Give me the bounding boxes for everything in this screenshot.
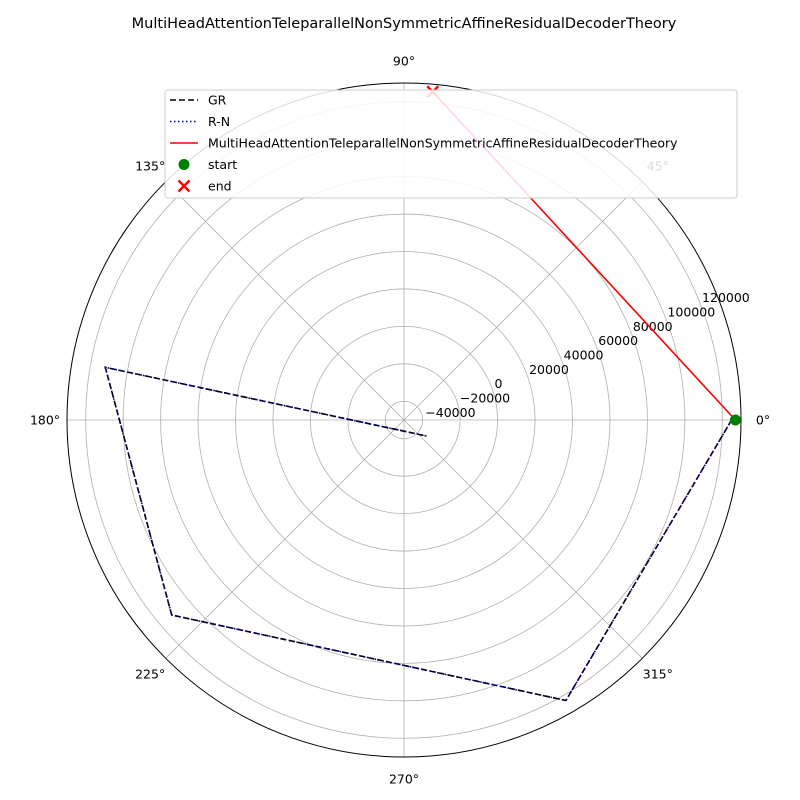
chart-title: MultiHeadAttentionTeleparallelNonSymmetr… <box>132 16 677 32</box>
series-line-gr <box>104 366 733 702</box>
legend: GR R-N MultiHeadAttentionTeleparallelNonSy… <box>164 89 738 199</box>
legend-box <box>164 89 738 199</box>
radial-tick-label-0: −40000 <box>425 405 475 420</box>
radial-tick-label-2: 0 <box>494 376 502 391</box>
legend-swatch-end-stroke-2 <box>177 179 191 193</box>
angle-tick-label-180: 180° <box>30 413 60 428</box>
legend-label-gr: GR <box>208 93 227 108</box>
radial-tick-label-1: −20000 <box>460 391 510 406</box>
radial-tick-label-4: 40000 <box>564 348 604 363</box>
angle-tick-label-90: 90° <box>393 54 415 69</box>
radial-tick-label-5: 60000 <box>598 333 638 348</box>
legend-label-end: end <box>208 179 232 194</box>
angle-tick-label-270: 270° <box>389 772 419 787</box>
angular-gridline-45 <box>403 181 643 421</box>
legend-label-multiheadattentiontelepa: MultiHeadAttentionTeleparallelNonSymmetr… <box>208 136 678 151</box>
polar-frame <box>66 82 742 758</box>
legend-label-start: start <box>208 157 237 172</box>
radial-tick-label-8: 120000 <box>702 290 750 305</box>
radial-tick-label-6: 80000 <box>633 319 673 334</box>
radial-tick-label-7: 100000 <box>667 305 715 320</box>
legend-swatch-start <box>178 159 190 170</box>
angle-tick-label-0: 0° <box>756 413 770 428</box>
angular-gridline-225 <box>165 419 405 659</box>
angle-tick-label-225: 225° <box>135 666 165 681</box>
legend-label-r-n: R-N <box>208 114 230 129</box>
angular-gridline-135 <box>165 181 405 421</box>
angle-tick-label-315: 315° <box>643 666 673 681</box>
angular-gridline-315 <box>403 419 643 659</box>
legend-swatch-end <box>177 179 191 193</box>
angle-tick-label-135: 135° <box>135 159 165 174</box>
start-marker <box>729 414 741 426</box>
radial-tick-label-3: 20000 <box>529 362 569 377</box>
series-line-r-n <box>104 366 733 702</box>
